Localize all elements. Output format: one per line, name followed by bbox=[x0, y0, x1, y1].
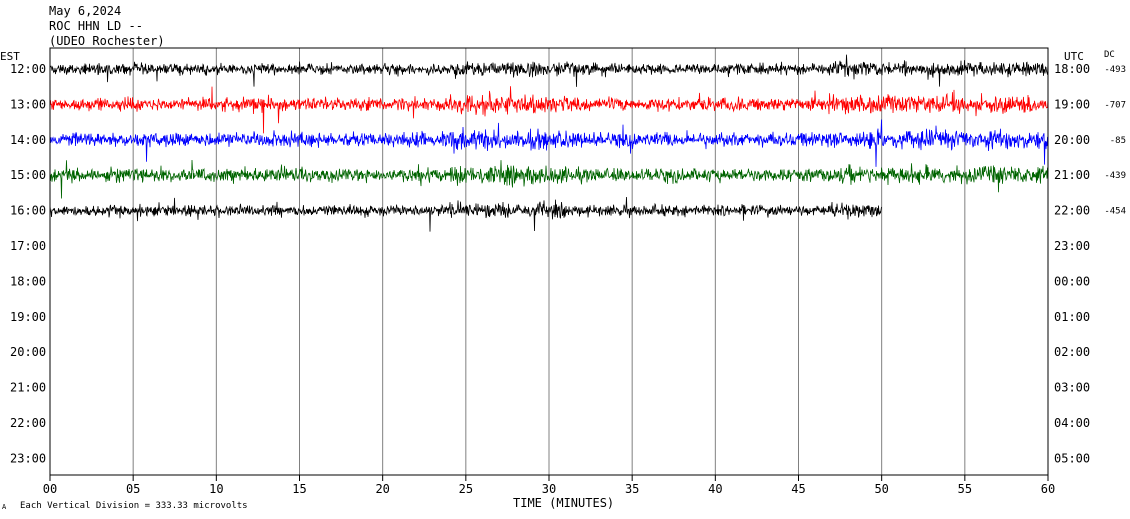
header-location: (UDEO Rochester) bbox=[49, 34, 165, 48]
x-tick-label: 05 bbox=[126, 482, 140, 496]
x-tick-label: 10 bbox=[209, 482, 223, 496]
est-hour-label: 14:00 bbox=[10, 133, 46, 147]
utc-hour-label: 00:00 bbox=[1054, 274, 1090, 288]
est-hour-label: 12:00 bbox=[10, 62, 46, 76]
x-tick-label: 55 bbox=[958, 482, 972, 496]
est-hour-label: 18:00 bbox=[10, 274, 46, 288]
x-tick-label: 40 bbox=[708, 482, 722, 496]
dc-offset-label: -85 bbox=[1110, 136, 1126, 146]
utc-hour-label: 21:00 bbox=[1054, 168, 1090, 182]
est-hour-label: 17:00 bbox=[10, 239, 46, 253]
dc-offset-label: -707 bbox=[1104, 100, 1126, 110]
labels: May 6,2024 ROC HHN LD -- (UDEO Rochester… bbox=[0, 4, 1115, 511]
dc-offset-label: -493 bbox=[1104, 65, 1126, 75]
utc-hour-label: 19:00 bbox=[1054, 97, 1090, 111]
x-axis-label: TIME (MINUTES) bbox=[513, 496, 614, 510]
x-tick-label: 60 bbox=[1041, 482, 1055, 496]
plot-frame bbox=[49, 47, 1049, 476]
est-label: EST bbox=[0, 50, 20, 63]
utc-hour-label: 03:00 bbox=[1054, 381, 1090, 395]
header-station: ROC HHN LD -- bbox=[49, 19, 143, 33]
dc-offset-label: -454 bbox=[1104, 207, 1126, 217]
utc-hour-label: 23:00 bbox=[1054, 239, 1090, 253]
trace-line bbox=[49, 159, 1049, 199]
header-date: May 6,2024 bbox=[49, 4, 121, 18]
est-hour-label: 13:00 bbox=[10, 97, 46, 111]
x-tick-label: 00 bbox=[43, 482, 57, 496]
tick-labels: 00 05 10 15 20 25 30 35 40 45 50 55 60 12:00 18:00 13:0… bbox=[10, 62, 1126, 496]
utc-hour-label: 02:00 bbox=[1054, 345, 1090, 359]
utc-hour-label: 01:00 bbox=[1054, 310, 1090, 324]
footer-mark: A bbox=[2, 503, 7, 511]
utc-hour-label: 18:00 bbox=[1054, 62, 1090, 76]
utc-hour-label: 20:00 bbox=[1054, 133, 1090, 147]
dc-label: DC bbox=[1104, 50, 1115, 60]
x-tick-label: 25 bbox=[459, 482, 473, 496]
est-hour-label: 22:00 bbox=[10, 416, 46, 430]
trace-line bbox=[49, 196, 882, 232]
est-hour-label: 16:00 bbox=[10, 204, 46, 218]
x-tick-label: 45 bbox=[791, 482, 805, 496]
utc-hour-label: 04:00 bbox=[1054, 416, 1090, 430]
utc-label: UTC bbox=[1064, 50, 1084, 63]
est-hour-label: 23:00 bbox=[10, 451, 46, 465]
est-hour-label: 20:00 bbox=[10, 345, 46, 359]
x-tick-label: 30 bbox=[542, 482, 556, 496]
footer-note: Each Vertical Division = 333.33 microvol… bbox=[20, 501, 248, 511]
dc-offset-label: -439 bbox=[1104, 171, 1126, 181]
utc-hour-label: 22:00 bbox=[1054, 204, 1090, 218]
x-tick-label: 50 bbox=[874, 482, 888, 496]
grid bbox=[49, 48, 1049, 481]
traces bbox=[49, 54, 1049, 232]
est-hour-label: 15:00 bbox=[10, 168, 46, 182]
est-hour-label: 21:00 bbox=[10, 381, 46, 395]
trace-line bbox=[49, 86, 1049, 134]
trace-line bbox=[49, 119, 1049, 167]
trace-line bbox=[49, 54, 1049, 87]
est-hour-label: 19:00 bbox=[10, 310, 46, 324]
x-tick-label: 20 bbox=[375, 482, 389, 496]
utc-hour-label: 05:00 bbox=[1054, 451, 1090, 465]
x-tick-label: 35 bbox=[625, 482, 639, 496]
x-tick-label: 15 bbox=[292, 482, 306, 496]
